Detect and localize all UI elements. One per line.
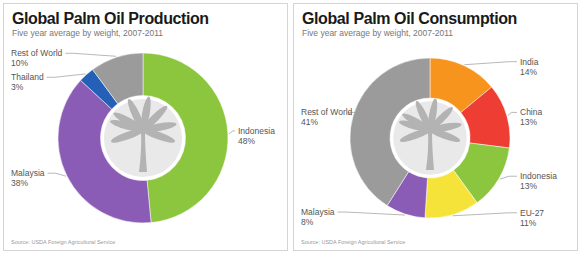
plot-area: [350, 58, 510, 218]
chart-title: Global Palm Oil Production: [12, 10, 209, 27]
pie-slice: [93, 53, 143, 104]
center-icon: [393, 98, 467, 175]
slice-label: EU-27: [520, 208, 544, 218]
chart-subtitle: Five year average by weight, 2007-2011: [12, 28, 163, 38]
palm-trunk: [426, 132, 434, 170]
chart-root: Global Palm Oil ProductionFive year aver…: [0, 0, 580, 253]
slice-label: Thailand: [11, 72, 44, 82]
slice-label: Malaysia: [11, 168, 45, 178]
slice-value-label: 41%: [301, 117, 318, 127]
leader-line: [48, 173, 66, 176]
center-icon: [104, 96, 182, 177]
slice-value-label: 11%: [520, 218, 537, 228]
pie-slice: [461, 87, 510, 148]
slice-label: Indonesia: [520, 171, 557, 181]
plot-area: [58, 53, 228, 223]
slice-label: Rest of World: [11, 48, 63, 58]
palm-frond: [109, 118, 145, 135]
pie-slice: [425, 170, 477, 218]
palm-frond: [140, 126, 176, 145]
slice-label: India: [520, 57, 539, 67]
slice-label: China: [520, 107, 542, 117]
slice-value-label: 13%: [520, 181, 537, 191]
slice-value-label: 14%: [520, 67, 537, 77]
chart-panel: Global Palm Oil ProductionFive year aver…: [4, 4, 288, 251]
palm-frond: [398, 118, 432, 134]
leader-line: [508, 112, 517, 115]
leader-line: [47, 74, 86, 77]
leader-line: [229, 131, 235, 134]
leader-line: [453, 213, 517, 216]
palm-frond: [427, 126, 461, 144]
slice-label: Indonesia: [238, 126, 275, 136]
palm-trunk: [139, 132, 147, 172]
slice-value-label: 48%: [238, 136, 255, 146]
panel-frame: [4, 4, 288, 251]
leader-line: [500, 176, 517, 179]
source-note: Source: USDA Foreign Agricultural Servic…: [11, 239, 115, 245]
slice-value-label: 8%: [301, 217, 314, 227]
data-labels: Indonesia48% Malaysia38% Thailand3% Rest of…: [11, 48, 275, 188]
chart-subtitle: Five year average by weight, 2007-2011: [302, 28, 453, 38]
slice-value-label: 3%: [11, 82, 24, 92]
leader-line: [338, 212, 405, 215]
leader-line: [464, 62, 517, 65]
panel-frame: [294, 4, 578, 251]
source-note: Source: USDA Foreign Agricultural Servic…: [301, 239, 405, 245]
data-labels: India14%China13%Indonesia13%EU-2711%Mala…: [301, 57, 557, 228]
slice-value-label: 10%: [11, 58, 28, 68]
slice-label: Rest of World: [301, 107, 353, 117]
leader-line: [65, 53, 116, 56]
slice-label: Malaysia: [301, 207, 335, 217]
chart-title: Global Palm Oil Consumption: [302, 10, 517, 27]
slice-value-label: 13%: [520, 117, 537, 127]
chart-panel: Global Palm Oil ConsumptionFive year ave…: [294, 4, 578, 251]
slice-value-label: 38%: [11, 178, 28, 188]
